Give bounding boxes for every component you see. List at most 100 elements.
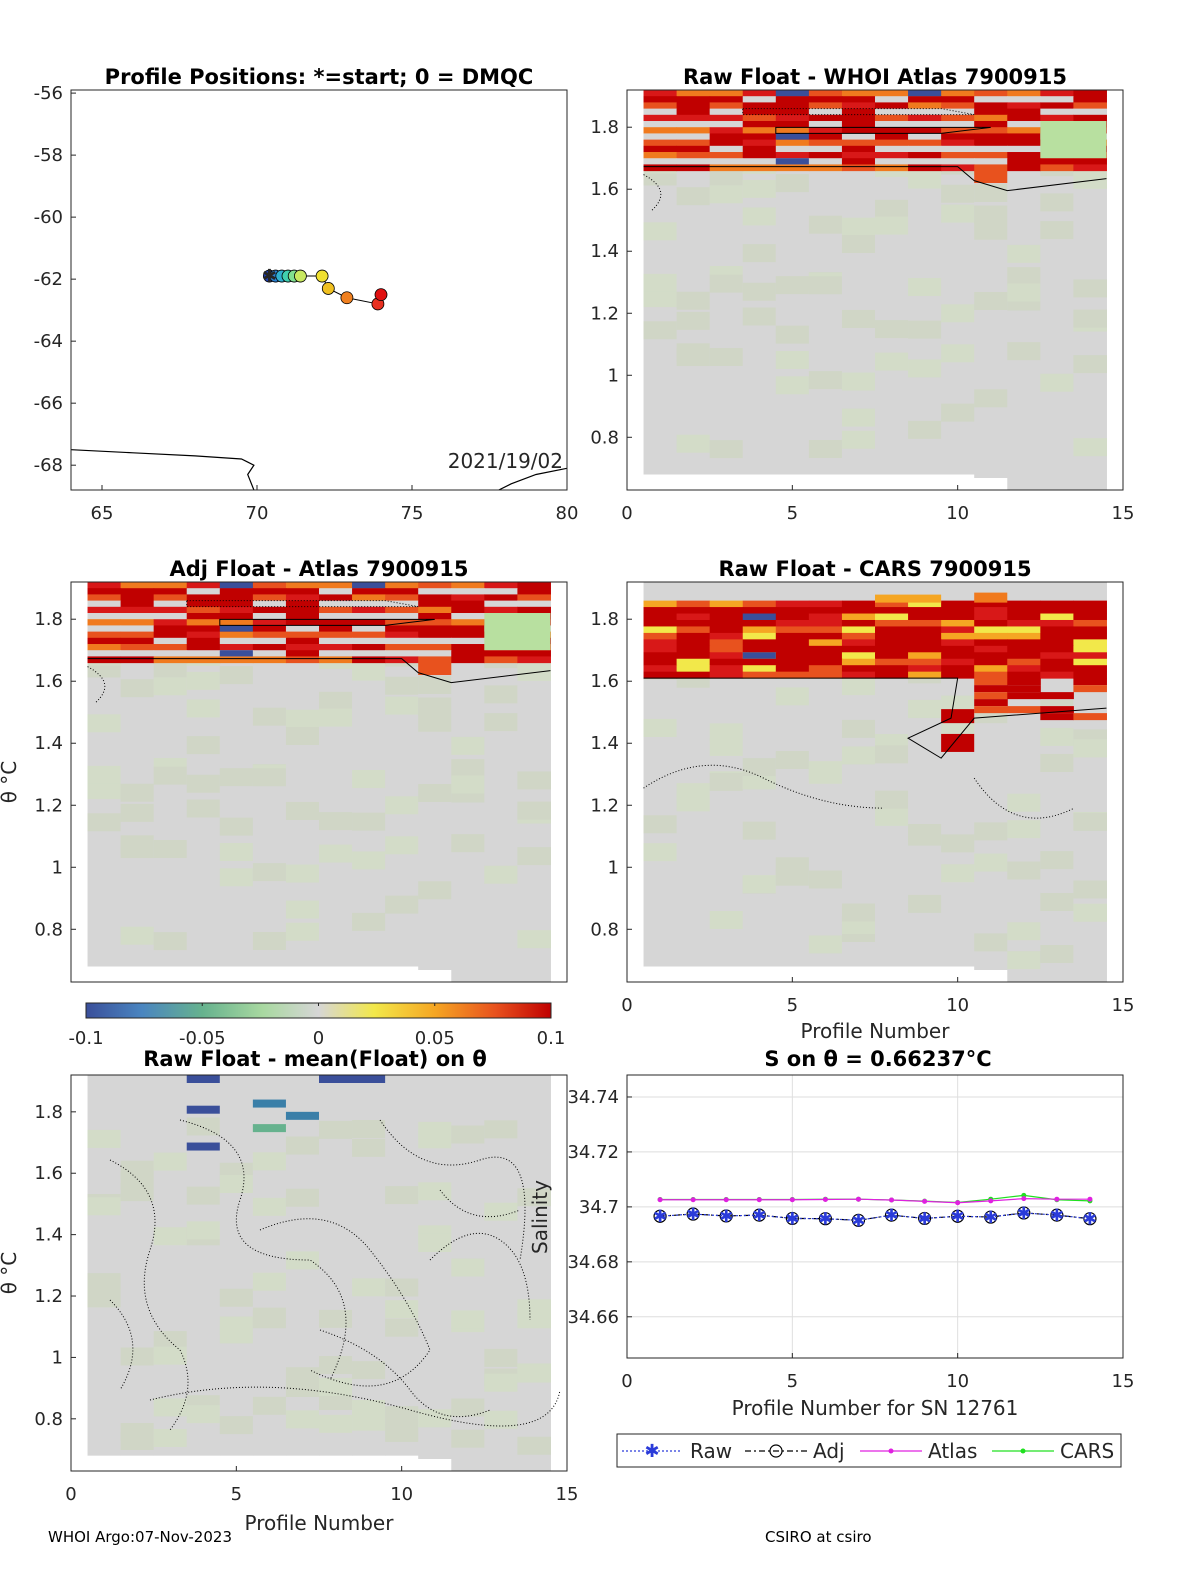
heatmap-cell <box>742 121 777 128</box>
heatmap-cell <box>385 594 419 602</box>
heatmap-cell <box>676 665 711 673</box>
xtick-label: 10 <box>946 995 969 1016</box>
heatmap-cell <box>285 900 320 919</box>
heatmap-cell <box>676 311 711 330</box>
heatmap-cell <box>186 1075 221 1456</box>
heatmap-cell <box>643 127 678 134</box>
heatmap-cell <box>875 96 909 103</box>
heatmap-cell <box>285 1188 320 1207</box>
heatmap-cell <box>352 650 386 657</box>
heatmap-cell <box>709 639 744 647</box>
heatmap-cell <box>319 1075 386 1083</box>
heatmap-cell <box>120 625 155 633</box>
heatmap-cell <box>517 1364 551 1383</box>
heatmap-cell <box>808 619 843 627</box>
heatmap-cell <box>1073 158 1107 165</box>
heatmap-cell <box>153 1152 188 1171</box>
heatmap-cell <box>709 600 744 608</box>
xtick-label: 10 <box>390 1484 413 1505</box>
heatmap-cell <box>484 613 551 651</box>
heatmap-cell <box>1007 152 1041 159</box>
heatmap-cell <box>153 631 188 639</box>
heatmap-cell <box>974 699 1008 707</box>
heatmap-cell <box>319 619 353 626</box>
ytick-label: -62 <box>34 269 63 290</box>
heatmap-cell <box>153 594 188 602</box>
ytick-label: 1 <box>52 857 63 878</box>
legend-atlas-marker <box>888 1448 894 1454</box>
heatmap-cell <box>875 619 909 627</box>
heatmap-cell <box>186 594 221 602</box>
heatmap-cell <box>808 645 843 653</box>
heatmap-cell <box>1007 658 1041 666</box>
heatmap-cell <box>643 718 678 737</box>
data-point-atlas <box>657 1197 663 1203</box>
heatmap-cell <box>319 1414 353 1433</box>
heatmap-cell <box>1073 90 1107 97</box>
contour-line <box>643 677 1107 759</box>
heatmap-cell <box>875 658 909 666</box>
heatmap-cell <box>676 187 711 206</box>
heatmap-cell <box>451 656 485 664</box>
heatmap-cell <box>875 632 909 640</box>
heatmap-cell <box>1007 102 1041 110</box>
heatmap-cell <box>841 152 876 159</box>
heatmap-cell <box>841 671 876 679</box>
ytick-label: 1.6 <box>34 671 63 692</box>
heatmap-cell <box>676 434 711 453</box>
heatmap-cell <box>87 594 122 602</box>
heatmap-cell <box>418 619 452 626</box>
heatmap-cell <box>709 152 744 159</box>
heatmap-cell <box>1073 96 1107 103</box>
heatmap-cell <box>742 114 777 122</box>
heatmap-cell <box>252 768 287 787</box>
heatmap-cell <box>974 607 1008 615</box>
heatmap-cell <box>385 631 419 639</box>
heatmap-cell <box>1040 706 1074 714</box>
heatmap-cell <box>908 639 942 647</box>
heatmap-cell <box>1073 652 1107 660</box>
data-point-atlas <box>756 1197 762 1203</box>
heatmap-cell <box>808 276 843 295</box>
heatmap-cell <box>908 645 942 653</box>
heatmap-cell <box>841 108 876 116</box>
heatmap-cell <box>1040 632 1074 640</box>
heatmap-cell <box>643 289 678 308</box>
heatmap-cell <box>742 607 777 615</box>
heatmap-cell <box>643 108 678 116</box>
heatmap-cell <box>285 631 320 639</box>
heatmap-cell <box>285 864 320 883</box>
heatmap-cell <box>908 133 942 141</box>
heatmap-cell <box>252 1099 286 1108</box>
heatmap-cell <box>875 90 909 97</box>
heatmap-cell <box>186 1142 220 1151</box>
heatmap-cell <box>385 1318 419 1337</box>
heatmap-cell <box>418 656 452 664</box>
heatmap-cell <box>1040 373 1074 392</box>
heatmap-cell <box>1073 880 1107 899</box>
heatmap-cell <box>385 1423 419 1442</box>
ytick-label: 1.8 <box>34 1102 63 1123</box>
heatmap-cell <box>974 121 1008 128</box>
heatmap-cell <box>709 632 744 640</box>
heatmap-cell <box>1007 342 1041 361</box>
heatmap-cell <box>841 145 876 153</box>
contour-line <box>109 1159 189 1431</box>
heatmap-cell <box>676 652 711 660</box>
heatmap-cell <box>643 321 678 340</box>
heatmap-cell <box>1007 685 1041 693</box>
heatmap-cell <box>775 652 810 660</box>
heatmap-cell <box>643 145 678 153</box>
heatmap-cell <box>974 389 1008 408</box>
heatmap-cell <box>219 619 254 626</box>
heatmap-cell <box>875 665 909 673</box>
heatmap-cell <box>120 1431 155 1450</box>
heatmap-cell <box>775 152 810 159</box>
heatmap-cell <box>676 607 711 615</box>
heatmap-cell <box>875 121 909 128</box>
heatmap-cell <box>319 594 353 602</box>
heatmap-cell <box>1040 108 1074 116</box>
heatmap-cell <box>709 658 744 666</box>
heatmap-cell <box>120 606 155 614</box>
